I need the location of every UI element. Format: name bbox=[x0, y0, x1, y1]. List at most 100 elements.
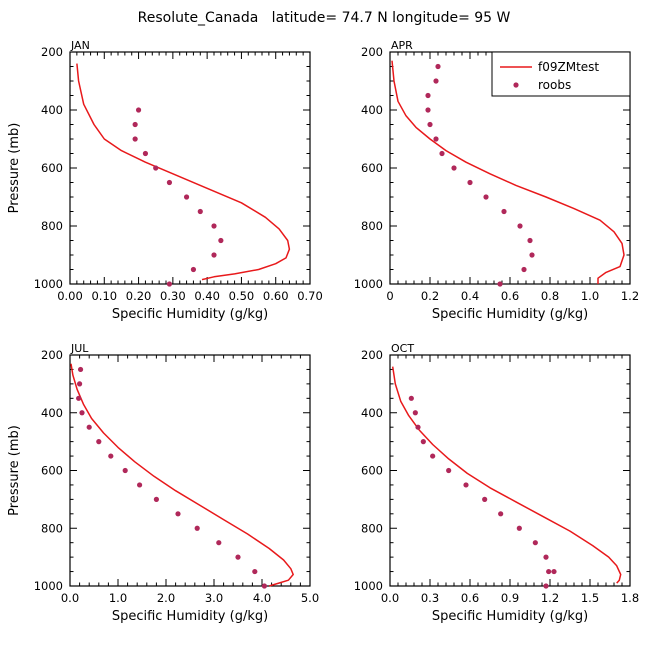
x-tick-label: 1.2 bbox=[541, 591, 559, 605]
data-point-roobs bbox=[527, 237, 533, 244]
legend-marker-swatch bbox=[513, 82, 519, 88]
plot-frame bbox=[69, 51, 311, 285]
data-point-roobs bbox=[521, 266, 527, 273]
data-point-roobs bbox=[420, 439, 426, 445]
y-tick-label: 400 bbox=[41, 406, 63, 420]
x-tick-label: 0.9 bbox=[501, 591, 519, 605]
y-axis-label: Pressure (mb) bbox=[7, 123, 22, 214]
data-point-roobs bbox=[546, 568, 552, 575]
data-point-roobs bbox=[543, 583, 549, 589]
data-point-roobs bbox=[76, 395, 82, 401]
data-point-roobs bbox=[137, 482, 143, 488]
data-point-roobs bbox=[166, 179, 173, 186]
x-tick-label: 2.0 bbox=[157, 591, 175, 605]
x-tick-label: 0.40 bbox=[194, 289, 220, 303]
x-tick-label: 0.30 bbox=[160, 289, 186, 303]
data-point-roobs bbox=[501, 208, 507, 215]
figure-title: Resolute_Canada latitude= 74.7 N longitu… bbox=[138, 10, 511, 26]
data-point-roobs bbox=[190, 266, 197, 273]
panel-apr: APR 0 0.2 0.4 0.6 0.8 1.0 1.2 200 400 600 800 1000 Sp… bbox=[354, 39, 639, 322]
data-point-roobs bbox=[77, 366, 84, 373]
data-point-roobs bbox=[96, 439, 102, 445]
x-tick-label: 1.0 bbox=[581, 289, 599, 303]
x-axis-label: Specific Humidity (g/kg) bbox=[112, 609, 268, 624]
x-axis-label: Specific Humidity (g/kg) bbox=[432, 307, 588, 322]
y-tick-label: 200 bbox=[361, 45, 383, 59]
x-tick-label: 0.8 bbox=[541, 289, 559, 303]
data-point-roobs bbox=[108, 453, 114, 459]
y-axis-label: Pressure (mb) bbox=[7, 425, 22, 516]
y-tick-label: 400 bbox=[361, 406, 383, 420]
panel-jul: JUL 0.0 1.0 2.0 3.0 4.0 5.0 200 400 600 800 1000 Spe… bbox=[7, 342, 319, 624]
x-tick-label: 0.50 bbox=[229, 289, 255, 303]
y-tick-label: 600 bbox=[41, 161, 63, 175]
data-point-roobs bbox=[77, 381, 83, 387]
y-tick-label: 600 bbox=[361, 161, 383, 175]
data-point-roobs bbox=[451, 165, 457, 171]
data-point-roobs bbox=[446, 467, 452, 474]
data-point-roobs bbox=[415, 424, 421, 430]
x-tick-label: 0 bbox=[386, 289, 393, 303]
panels: JAN 0.0 0 0.10 0.20 0.30 0.40 0.50 0.60 0.70 200 40… bbox=[7, 39, 639, 624]
y-tick-label: 800 bbox=[361, 219, 383, 233]
data-point-roobs bbox=[425, 92, 431, 99]
panel-jan: JAN 0.00 0.10 0.20 0.30 0.40 0.50 0.60 0.70 200 40… bbox=[7, 39, 323, 322]
y-tick-label: 800 bbox=[41, 521, 63, 535]
data-point-roobs bbox=[122, 467, 128, 474]
x-tick-label: 0.0 bbox=[381, 591, 399, 605]
x-tick-label: 1.2 bbox=[621, 289, 639, 303]
x-tick-label: 0.2 bbox=[421, 289, 439, 303]
x-tick-label: 0.70 bbox=[297, 289, 323, 303]
x-tick-label: 0.60 bbox=[263, 289, 289, 303]
y-tick-label: 1000 bbox=[354, 277, 383, 291]
series-line-f09ZMtest bbox=[391, 60, 625, 284]
data-point-roobs bbox=[153, 496, 159, 502]
panel-label: JAN bbox=[70, 39, 90, 52]
data-point-roobs bbox=[497, 281, 503, 287]
data-point-roobs bbox=[183, 194, 190, 200]
x-tick-label: 4.0 bbox=[253, 591, 271, 605]
data-point-roobs bbox=[517, 223, 523, 229]
data-point-roobs bbox=[425, 107, 431, 113]
data-point-roobs bbox=[430, 453, 436, 459]
data-point-roobs bbox=[211, 223, 217, 229]
data-point-roobs bbox=[235, 554, 241, 560]
x-tick-label: 0.4 bbox=[461, 289, 479, 303]
data-point-roobs bbox=[529, 252, 535, 258]
data-point-roobs bbox=[132, 121, 138, 128]
panel-label: APR bbox=[391, 39, 413, 52]
x-tick-label: 1.5 bbox=[581, 591, 599, 605]
data-point-roobs bbox=[532, 540, 538, 546]
y-tick-label: 1000 bbox=[34, 579, 63, 593]
data-point-roobs bbox=[194, 525, 200, 531]
legend-box bbox=[491, 51, 631, 97]
data-point-roobs bbox=[218, 237, 224, 244]
data-point-roobs bbox=[435, 63, 441, 70]
x-tick-label: 0.20 bbox=[126, 289, 152, 303]
panel-label: JUL bbox=[70, 342, 89, 355]
plot-frame bbox=[69, 354, 311, 587]
data-point-roobs bbox=[252, 568, 258, 575]
data-point-roobs bbox=[516, 525, 522, 531]
y-tick-label: 800 bbox=[361, 521, 383, 535]
data-point-roobs bbox=[482, 496, 488, 502]
data-point-roobs bbox=[467, 179, 473, 186]
legend: f09ZMtest roobs bbox=[491, 51, 631, 97]
series-line-f09ZMtest bbox=[76, 63, 291, 281]
data-point-roobs bbox=[175, 511, 181, 517]
y-tick-label: 1000 bbox=[34, 277, 63, 291]
y-tick-label: 600 bbox=[41, 464, 63, 478]
data-point-roobs bbox=[433, 78, 439, 84]
legend-label: f09ZMtest bbox=[538, 60, 599, 74]
x-tick-label: 0.10 bbox=[91, 289, 117, 303]
data-point-roobs bbox=[132, 136, 138, 142]
x-tick-label: 3.0 bbox=[205, 591, 223, 605]
x-tick-label: 5.0 bbox=[301, 591, 319, 605]
data-point-roobs bbox=[543, 554, 549, 560]
x-tick-label: 0.0 bbox=[61, 591, 79, 605]
x-axis-label: Specific Humidity (g/kg) bbox=[112, 307, 268, 322]
y-tick-label: 800 bbox=[41, 219, 63, 233]
series-line-f09ZMtest bbox=[391, 366, 622, 584]
panel-oct: OCT 0.0 0.3 0.6 0.9 1.2 1.5 1.8 200 400 600 800 1000… bbox=[354, 342, 639, 624]
plot-frame bbox=[389, 354, 631, 587]
